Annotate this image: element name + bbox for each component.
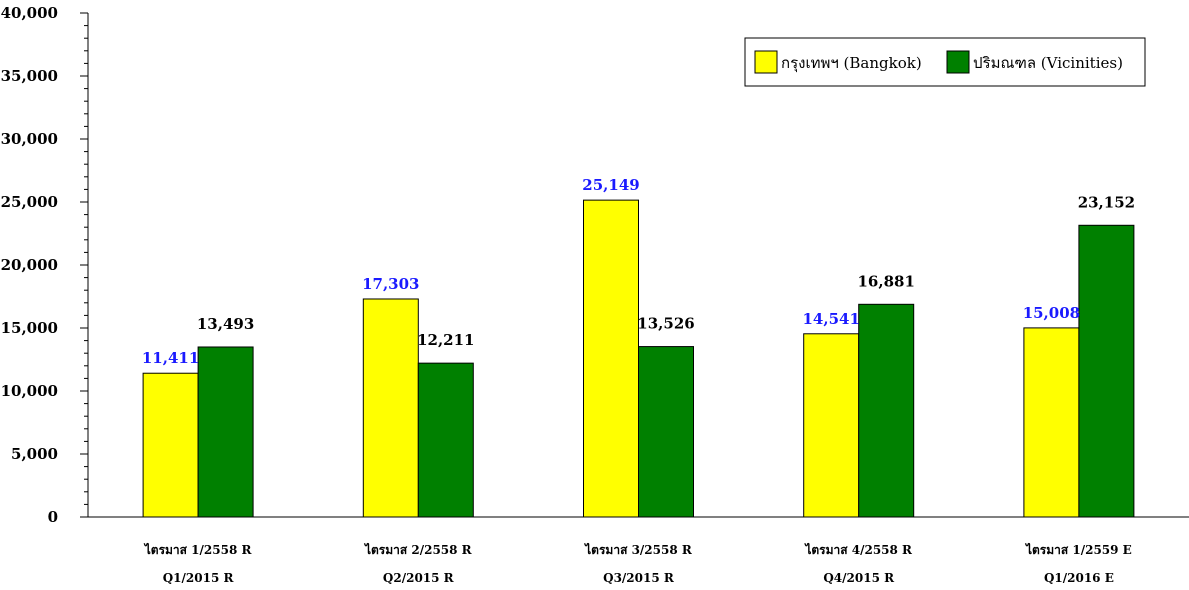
x-category-label-th: ไตรมาส 2/2558 R bbox=[363, 542, 473, 557]
value-labels-group: 11,411 13,493 17,303 12,211 25,149 13,526 14,5… bbox=[142, 176, 1135, 367]
x-category-label-en: Q3/2015 R bbox=[603, 571, 675, 585]
y-tick-label: 25,000 bbox=[1, 193, 58, 211]
x-category-label-th: ไตรมาส 1/2559 E bbox=[1024, 542, 1132, 557]
value-label-bangkok: 17,303 bbox=[362, 275, 419, 293]
bar-bangkok bbox=[803, 333, 860, 518]
value-label-bangkok: 15,008 bbox=[1023, 304, 1080, 322]
x-category-label-en: Q1/2016 E bbox=[1044, 571, 1114, 585]
bars-group bbox=[142, 199, 1135, 518]
value-label-bangkok: 11,411 bbox=[142, 349, 199, 367]
value-label-vicinities: 13,493 bbox=[197, 315, 254, 333]
bar-bangkok bbox=[362, 298, 419, 518]
y-tick-label: 40,000 bbox=[1, 4, 58, 22]
value-label-vicinities: 23,152 bbox=[1078, 193, 1135, 211]
bar-vicinities bbox=[638, 346, 694, 518]
y-tick-label: 20,000 bbox=[1, 256, 58, 274]
y-tick-label: 35,000 bbox=[1, 67, 58, 85]
value-label-vicinities: 12,211 bbox=[417, 331, 474, 349]
x-axis: ไตรมาส 1/2558 R Q1/2015 R ไตรมาส 2/2558 R Q… bbox=[88, 516, 1189, 585]
bar-vicinities bbox=[197, 346, 254, 518]
legend: กรุงเทพฯ (Bangkok) ปริมณฑล (Vicinities) bbox=[744, 37, 1146, 87]
x-category-label-th: ไตรมาส 3/2558 R bbox=[583, 542, 693, 557]
x-category-label-en: Q2/2015 R bbox=[383, 571, 455, 585]
bar-vicinities bbox=[1078, 224, 1135, 518]
x-category-label-en: Q4/2015 R bbox=[823, 571, 895, 585]
x-category-label-th: ไตรมาส 4/2558 R bbox=[803, 542, 913, 557]
y-tick-label: 5,000 bbox=[11, 445, 58, 463]
y-tick-label: 15,000 bbox=[1, 319, 58, 337]
value-label-bangkok: 25,149 bbox=[582, 176, 639, 194]
legend-swatch-vicinities bbox=[946, 50, 970, 74]
y-tick-label: 0 bbox=[48, 508, 58, 526]
bar-vicinities bbox=[417, 362, 474, 518]
y-tick-label: 30,000 bbox=[1, 130, 58, 148]
value-label-vicinities: 13,526 bbox=[637, 315, 694, 333]
legend-label-vicinities: ปริมณฑล (Vicinities) bbox=[973, 54, 1123, 72]
legend-swatch-bangkok bbox=[754, 50, 778, 74]
value-label-vicinities: 16,881 bbox=[857, 272, 914, 290]
bar-bangkok bbox=[583, 199, 639, 518]
y-axis: 0 5,000 10,000 15,000 20,000 25,000 30,000 35,0… bbox=[1, 4, 89, 526]
bar-bangkok bbox=[142, 372, 199, 518]
legend-box bbox=[744, 37, 1146, 87]
bar-vicinities bbox=[858, 303, 915, 518]
x-category-label-en: Q1/2015 R bbox=[163, 571, 235, 585]
bar-bangkok bbox=[1023, 327, 1080, 518]
x-category-label-th: ไตรมาส 1/2558 R bbox=[143, 542, 253, 557]
y-tick-label: 10,000 bbox=[1, 382, 58, 400]
value-label-bangkok: 14,541 bbox=[802, 310, 859, 328]
legend-label-bangkok: กรุงเทพฯ (Bangkok) bbox=[781, 54, 922, 73]
